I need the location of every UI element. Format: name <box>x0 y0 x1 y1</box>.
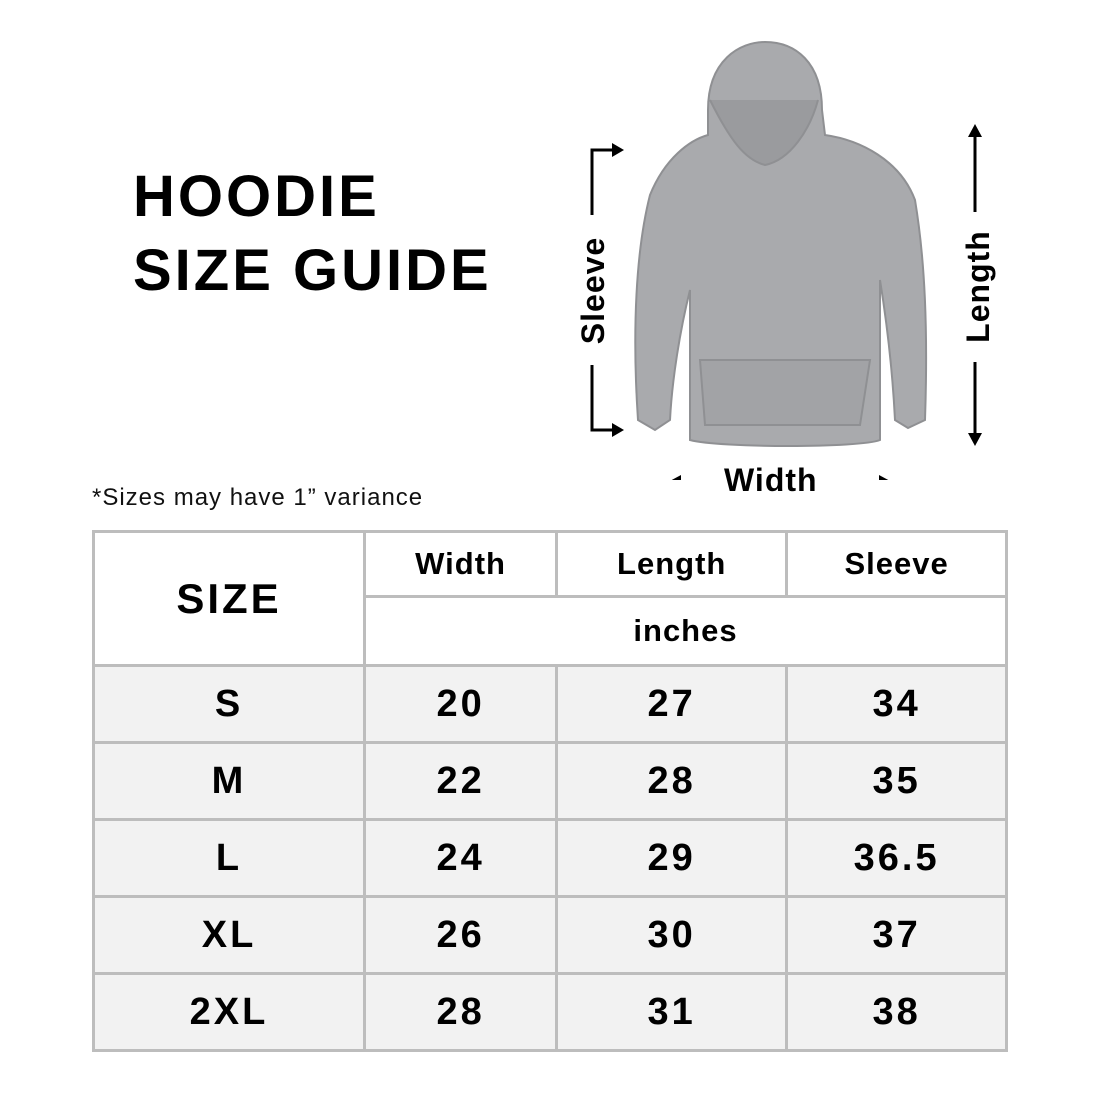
variance-note: *Sizes may have 1” variance <box>92 484 424 511</box>
sleeve-label: Sleeve <box>575 236 612 345</box>
sleeve-arrow <box>590 148 615 432</box>
table-row: M 22 28 35 <box>92 741 1008 821</box>
hoodie-diagram <box>590 40 982 480</box>
table-row: L 24 29 36.5 <box>92 818 1008 898</box>
sleeve-cell: 35 <box>785 741 1008 821</box>
table-row: 2XL 28 31 38 <box>92 972 1008 1052</box>
unit-header: inches <box>363 595 1008 667</box>
sleeve-cell: 36.5 <box>785 818 1008 898</box>
size-cell: XL <box>92 895 366 975</box>
width-cell: 26 <box>362 895 559 975</box>
sleeve-header: Sleeve <box>785 530 1008 598</box>
title-line-2: SIZE GUIDE <box>133 238 492 303</box>
size-cell: L <box>92 818 366 898</box>
sleeve-cell: 34 <box>785 664 1008 744</box>
size-header: SIZE <box>92 530 366 667</box>
size-cell: 2XL <box>92 972 366 1052</box>
length-header: Length <box>555 530 789 598</box>
length-cell: 31 <box>555 972 789 1052</box>
sleeve-cell: 37 <box>785 895 1008 975</box>
length-cell: 29 <box>555 818 789 898</box>
title-line-1: HOODIE <box>133 164 380 229</box>
width-header: Width <box>362 530 559 598</box>
length-cell: 28 <box>555 741 789 821</box>
width-cell: 24 <box>362 818 559 898</box>
sleeve-cell: 38 <box>785 972 1008 1052</box>
table-row: XL 26 30 37 <box>92 895 1008 975</box>
length-label: Length <box>959 230 996 343</box>
size-cell: S <box>92 664 366 744</box>
size-table: SIZE Width Length Sleeve inches S 20 27 … <box>92 530 1008 1052</box>
width-cell: 28 <box>362 972 559 1052</box>
page-title: HOODIE SIZE GUIDE <box>133 160 492 308</box>
hoodie-image <box>634 40 928 447</box>
length-cell: 30 <box>555 895 789 975</box>
width-cell: 22 <box>362 741 559 821</box>
table-row: S 20 27 34 <box>92 664 1008 744</box>
width-cell: 20 <box>362 664 559 744</box>
width-label: Width <box>724 462 818 498</box>
length-cell: 27 <box>555 664 789 744</box>
size-cell: M <box>92 741 366 821</box>
